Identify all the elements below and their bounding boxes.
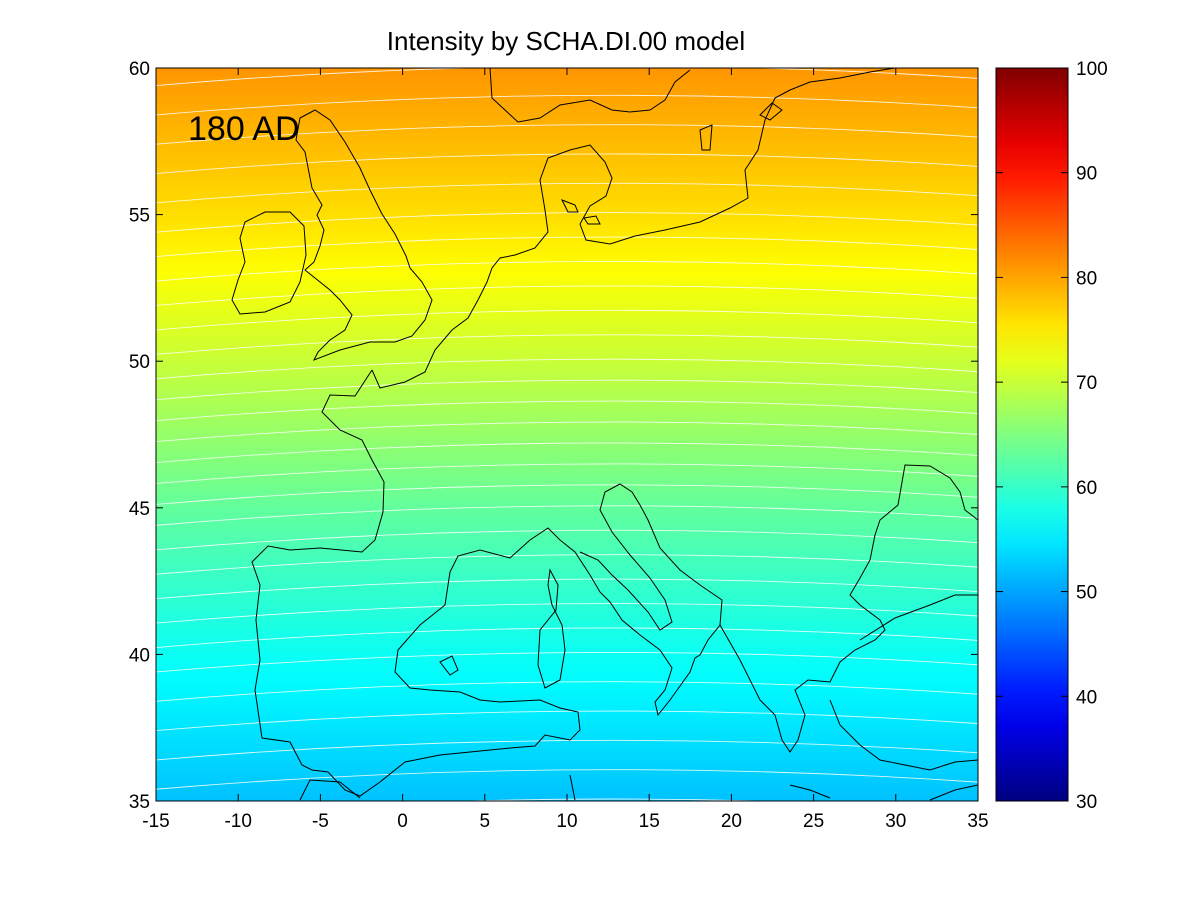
- y-tick-label: 60: [129, 59, 150, 80]
- coastline-britain: [295, 109, 433, 361]
- contour-line: [156, 529, 978, 551]
- contour-line: [156, 285, 978, 306]
- coastline-scandinavia: [489, 68, 691, 123]
- contour-line: [156, 578, 978, 600]
- colorbar-tick-label: 90: [1076, 164, 1097, 185]
- coastline-continent-north: [371, 68, 896, 389]
- contour-line: [156, 627, 978, 648]
- contour-line: [156, 603, 978, 624]
- y-tick-label: 35: [129, 792, 150, 813]
- contour-line: [156, 94, 978, 116]
- contour-line: [156, 236, 978, 258]
- colorbar-tick-label: 80: [1076, 268, 1097, 289]
- contour-line: [156, 153, 978, 174]
- y-tick-label: 45: [129, 499, 150, 520]
- x-tick-label: 15: [639, 811, 660, 832]
- plot-area: 180 AD: [156, 68, 978, 801]
- contour-line: [156, 358, 978, 380]
- contour-line: [156, 505, 978, 526]
- x-tick-label: -5: [312, 811, 329, 832]
- x-tick-label: 30: [885, 811, 906, 832]
- x-tick-label: -15: [142, 811, 169, 832]
- colorbar-gradient-fill: [995, 67, 1069, 802]
- contour-line: [156, 651, 978, 673]
- colorbar-tick-label: 50: [1076, 583, 1097, 604]
- colorbar-tick-label: 60: [1076, 478, 1097, 499]
- contour-lines: [156, 68, 978, 801]
- coastline-africa: [299, 774, 978, 801]
- contour-line: [156, 124, 978, 145]
- colorbar-ticks: 30 40 50 60 70 80 90 100: [996, 59, 1108, 813]
- contour-line: [156, 421, 978, 443]
- contour-line: [156, 212, 978, 233]
- coastline-corsica-sardinia: [537, 568, 566, 689]
- y-tick-label: 40: [129, 645, 150, 666]
- intensity-field: [156, 68, 978, 801]
- y-tick-label: 50: [129, 352, 150, 373]
- x-tick-label: 10: [556, 811, 577, 832]
- colorbar-tick-label: 30: [1076, 792, 1097, 813]
- contour-line: [156, 710, 978, 732]
- coastline-ireland: [231, 211, 307, 315]
- x-tick-label: 0: [397, 811, 408, 832]
- colorbar-tick-label: 100: [1076, 59, 1108, 80]
- contour-line: [156, 379, 978, 401]
- colorbar-tick-label: 40: [1076, 687, 1097, 708]
- year-annotation: 180 AD: [188, 110, 300, 148]
- contour-line: [156, 400, 978, 422]
- contour-line: [156, 261, 978, 282]
- contour-line: [156, 68, 978, 87]
- y-axis: 35 40 45 50 55 60: [129, 59, 978, 813]
- coastline-islands: [439, 102, 783, 676]
- x-tick-label: 20: [721, 811, 742, 832]
- contour-line: [156, 334, 978, 355]
- contour-line: [156, 463, 978, 484]
- contour-line: [156, 309, 978, 331]
- y-tick-label: 55: [129, 206, 150, 227]
- coastline-france-iberia: [251, 369, 723, 797]
- x-tick-label: -10: [224, 811, 251, 832]
- x-tick-label: 25: [803, 811, 824, 832]
- colorbar: 30 40 50 60 70 80 90 100: [995, 59, 1108, 813]
- coastline-turkey: [829, 594, 978, 771]
- contour-line: [156, 554, 978, 575]
- contour-line: [156, 484, 978, 505]
- contour-line: [156, 739, 978, 761]
- x-tick-label: 35: [967, 811, 988, 832]
- contour-line: [156, 442, 978, 464]
- coastline-balkans: [719, 464, 978, 753]
- contour-line: [156, 769, 978, 790]
- coastlines: [231, 68, 978, 801]
- contour-line: [156, 681, 978, 702]
- colorbar-tick-label: 70: [1076, 373, 1097, 394]
- contour-line: [156, 182, 978, 204]
- x-axis: -15 -10 -5 0 5 10 15 20 25 30 35: [142, 68, 989, 832]
- chart-title: Intensity by SCHA.DI.00 model: [387, 26, 745, 56]
- x-tick-label: 5: [480, 811, 491, 832]
